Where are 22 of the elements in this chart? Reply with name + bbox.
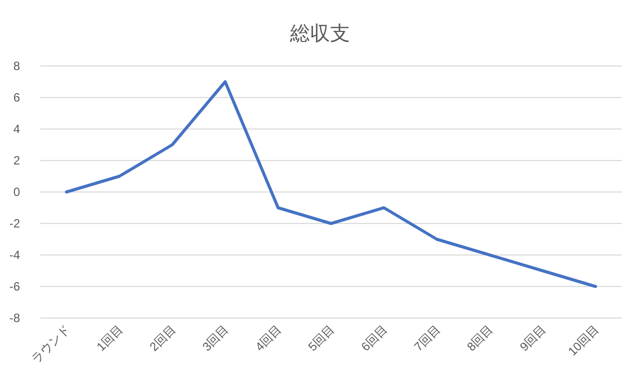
- y-tick-label: -2: [9, 216, 20, 230]
- x-tick-label: 6回目: [358, 322, 390, 354]
- line-series: [64, 80, 598, 288]
- y-tick-label: 8: [13, 59, 20, 73]
- chart-title: 総収支: [289, 23, 350, 45]
- x-tick-label: 7回目: [411, 322, 443, 354]
- y-tick-label: 4: [13, 122, 20, 136]
- x-tick-label: 10回目: [565, 322, 602, 359]
- x-tick-label: 4回目: [252, 322, 284, 354]
- x-tick-label: 3回目: [200, 322, 232, 354]
- y-tick-label: 0: [13, 185, 20, 199]
- x-tick-label: 8回目: [464, 322, 496, 354]
- x-tick-label: 5回目: [306, 322, 338, 354]
- y-tick-label: -6: [9, 280, 20, 294]
- x-tick-label: 2回目: [146, 322, 178, 354]
- y-tick-label: -8: [9, 311, 20, 325]
- x-tick-label: 1回目: [94, 322, 126, 354]
- y-tick-label: 2: [13, 154, 20, 168]
- x-tick-label: 9回目: [517, 322, 549, 354]
- x-tick-label: ラウンド: [28, 322, 73, 366]
- y-tick-label: -4: [9, 248, 20, 262]
- y-tick-label: 6: [13, 90, 20, 104]
